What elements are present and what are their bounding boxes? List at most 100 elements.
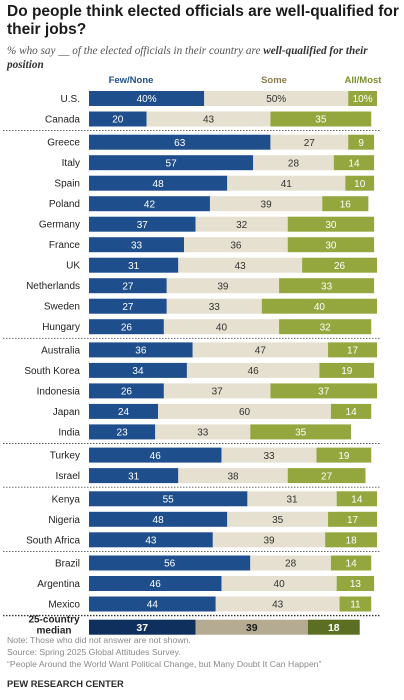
value-label-few-none-india: 23 — [117, 428, 129, 439]
bar-all-most-25-country-median — [307, 619, 360, 635]
bar-some-south-africa — [212, 532, 326, 548]
value-label-all-most-israel: 27 — [321, 471, 333, 482]
category-label-poland: Poland — [49, 199, 80, 210]
value-label-all-most-brazil: 14 — [346, 559, 358, 570]
bar-few-none-canada — [89, 111, 147, 127]
category-label-japan: Japan — [53, 407, 80, 418]
bar-few-none-india — [89, 424, 156, 440]
bar-some-italy — [253, 155, 334, 171]
value-label-few-none-nigeria: 48 — [153, 515, 165, 526]
bar-all-most-brazil — [330, 555, 372, 571]
bar-some-spain — [227, 175, 346, 191]
value-label-all-most-south-africa: 18 — [346, 536, 358, 547]
category-label-turkey: Turkey — [50, 451, 80, 462]
value-label-all-most-hungary: 32 — [320, 322, 332, 333]
value-label-all-most-india: 35 — [295, 428, 307, 439]
report-title-text: “People Around the World Want Political … — [7, 659, 322, 669]
bar-all-most-japan — [330, 403, 372, 419]
value-label-some-italy: 28 — [288, 158, 300, 169]
bar-few-none-australia — [89, 342, 193, 358]
value-label-all-most-nigeria: 17 — [347, 515, 359, 526]
category-label-mexico: Mexico — [48, 600, 80, 611]
value-label-all-most-spain: 10 — [354, 179, 366, 190]
category-label-nigeria: Nigeria — [48, 515, 80, 526]
value-label-few-none-netherlands: 27 — [122, 281, 134, 292]
bar-all-most-italy — [333, 155, 375, 171]
bar-few-none-sweden — [89, 298, 167, 314]
value-label-some-brazil: 28 — [285, 559, 297, 570]
value-label-some-u-s: 50% — [266, 94, 286, 105]
bar-some-poland — [209, 196, 323, 212]
value-label-few-none-turkey: 46 — [150, 451, 162, 462]
bar-few-none-uk — [89, 257, 179, 273]
value-label-some-netherlands: 39 — [217, 281, 229, 292]
bar-some-greece — [270, 134, 349, 150]
value-label-some-poland: 39 — [261, 199, 273, 210]
category-label-indonesia: Indonesia — [37, 386, 81, 397]
value-label-few-none-sweden: 27 — [122, 302, 134, 313]
category-label-hungary: Hungary — [42, 322, 80, 333]
bar-some-indonesia — [163, 383, 271, 399]
value-label-few-none-kenya: 55 — [163, 495, 175, 506]
value-label-few-none-australia: 36 — [135, 346, 147, 357]
value-label-few-none-argentina: 46 — [150, 579, 162, 590]
bar-all-most-mexico — [339, 596, 372, 612]
category-label-india: India — [58, 427, 80, 438]
bar-all-most-israel — [287, 468, 366, 484]
value-label-all-most-greece: 9 — [358, 138, 364, 149]
bar-few-none-hungary — [89, 319, 164, 335]
note-text: Note: Those who did not answer are not s… — [7, 635, 191, 645]
category-label-argentina: Argentina — [37, 579, 80, 590]
bar-few-none-nigeria — [89, 511, 228, 527]
bar-all-most-turkey — [316, 447, 372, 463]
bar-few-none-israel — [89, 468, 179, 484]
bar-some-uk — [178, 257, 303, 273]
bar-all-most-indonesia — [270, 383, 377, 399]
bar-some-brazil — [250, 555, 331, 571]
bar-some-canada — [146, 111, 271, 127]
value-label-few-none-indonesia: 26 — [121, 387, 133, 398]
value-label-few-none-brazil: 56 — [164, 559, 176, 570]
legend-few-none: Few/None — [109, 75, 154, 86]
category-label-south-korea: South Korea — [24, 366, 80, 377]
value-label-some-south-korea: 46 — [248, 366, 260, 377]
bar-some-u-s — [204, 91, 349, 106]
subtitle-lead: % who say __ of the elected officials in… — [7, 45, 264, 57]
category-label-france: France — [49, 240, 81, 251]
chart-title: Do people think elected officials are we… — [7, 3, 399, 38]
value-label-few-none-italy: 57 — [166, 158, 178, 169]
bar-all-most-argentina — [336, 576, 375, 591]
bar-few-none-u-s — [89, 91, 205, 106]
value-label-few-none-france: 33 — [131, 240, 143, 251]
value-label-all-most-netherlands: 33 — [321, 281, 333, 292]
bar-all-most-south-africa — [325, 532, 377, 548]
value-label-some-australia: 47 — [255, 346, 267, 357]
category-label-germany: Germany — [39, 220, 80, 231]
bar-all-most-greece — [348, 134, 375, 150]
value-label-some-japan: 60 — [239, 407, 251, 418]
bar-some-25-country-median — [195, 619, 308, 635]
chart-subtitle: % who say __ of the elected officials in… — [7, 44, 399, 72]
value-label-some-turkey: 33 — [263, 451, 275, 462]
category-label-south-africa: South Africa — [26, 535, 80, 546]
bar-few-none-brazil — [89, 555, 251, 571]
bar-some-netherlands — [166, 278, 280, 294]
value-label-few-none-spain: 48 — [153, 179, 165, 190]
bar-few-none-kenya — [89, 491, 248, 507]
category-label-kenya: Kenya — [52, 494, 81, 505]
bar-some-australia — [192, 342, 329, 358]
bar-some-mexico — [215, 596, 340, 612]
value-label-few-none-poland: 42 — [144, 199, 156, 210]
legend-all-most: All/Most — [345, 75, 383, 86]
value-label-all-most-australia: 17 — [347, 346, 359, 357]
value-label-some-indonesia: 37 — [212, 387, 224, 398]
bar-all-most-australia — [328, 342, 377, 358]
bar-few-none-germany — [89, 216, 196, 232]
value-label-few-none-hungary: 26 — [121, 322, 133, 333]
bar-few-none-south-africa — [89, 532, 213, 548]
value-label-some-canada: 43 — [203, 115, 215, 126]
bar-some-nigeria — [227, 511, 329, 527]
value-label-some-argentina: 40 — [274, 579, 286, 590]
bar-some-south-korea — [186, 362, 320, 378]
